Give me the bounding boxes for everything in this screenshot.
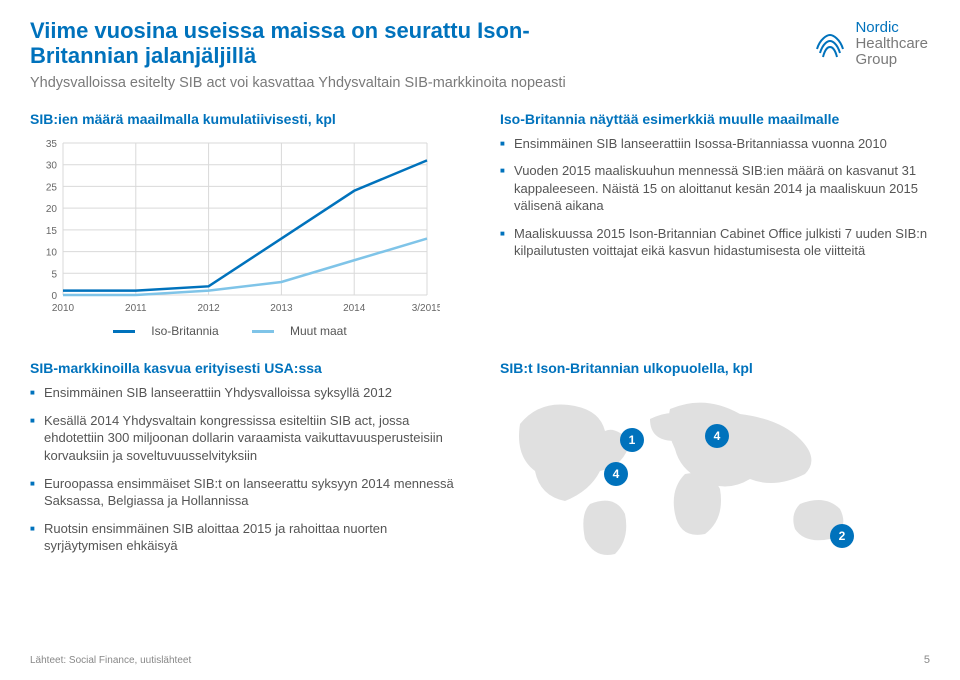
bullet-item: Maaliskuussa 2015 Ison-Britannian Cabine… <box>500 225 930 260</box>
svg-text:3/2015: 3/2015 <box>412 303 440 314</box>
section-left-bottom: SIB-markkinoilla kasvua erityisesti USA:… <box>30 360 460 564</box>
bullet-item: Ruotsin ensimmäinen SIB aloittaa 2015 ja… <box>30 520 460 555</box>
logo-icon <box>813 27 847 61</box>
sources: Lähteet: Social Finance, uutislähteet <box>30 655 191 666</box>
section-right-top: Iso-Britannia näyttää esimerkkiä muulle … <box>500 111 930 339</box>
bullet-item: Euroopassa ensimmäiset SIB:t on lanseera… <box>30 475 460 510</box>
svg-text:2012: 2012 <box>197 303 220 314</box>
svg-text:0: 0 <box>51 291 57 302</box>
line-chart: 0 5 10 15 20 25 30 35 2010 2011 2012 2013 2014 3/2015 <box>30 135 440 315</box>
svg-text:2011: 2011 <box>125 303 147 314</box>
map-heading: SIB:t Ison-Britannian ulkopuolella, kpl <box>500 360 930 376</box>
svg-text:2014: 2014 <box>343 303 366 314</box>
svg-text:2010: 2010 <box>52 303 75 314</box>
bullet-item: Ensimmäinen SIB lanseerattiin Yhdysvallo… <box>30 384 460 402</box>
rt-bullets: Ensimmäinen SIB lanseerattiin Isossa-Bri… <box>500 135 930 260</box>
bullet-item: Vuoden 2015 maaliskuuhun mennessä SIB:ie… <box>500 162 930 215</box>
world-map: 1442 <box>500 384 880 564</box>
svg-text:2013: 2013 <box>270 303 293 314</box>
page-title: Viime vuosina useissa maissa on seurattu… <box>30 18 570 69</box>
svg-text:25: 25 <box>46 182 58 193</box>
rt-heading: Iso-Britannia näyttää esimerkkiä muulle … <box>500 111 930 127</box>
logo-text: Nordic Healthcare Group <box>855 20 928 67</box>
lb-bullets: Ensimmäinen SIB lanseerattiin Yhdysvallo… <box>30 384 460 554</box>
bullet-item: Kesällä 2014 Yhdysvaltain kongressissa e… <box>30 412 460 465</box>
chart-legend: Iso-Britannia Muut maat <box>30 322 440 339</box>
bullet-item: Ensimmäinen SIB lanseerattiin Isossa-Bri… <box>500 135 930 153</box>
svg-text:5: 5 <box>51 269 57 280</box>
svg-text:20: 20 <box>46 204 58 215</box>
lb-heading: SIB-markkinoilla kasvua erityisesti USA:… <box>30 360 460 376</box>
svg-text:35: 35 <box>46 139 58 150</box>
section-chart: SIB:ien määrä maailmalla kumulatiivisest… <box>30 111 460 339</box>
page-subtitle: Yhdysvalloissa esitelty SIB act voi kasv… <box>30 75 650 91</box>
svg-text:30: 30 <box>46 160 58 171</box>
svg-text:15: 15 <box>46 225 58 236</box>
chart-heading: SIB:ien määrä maailmalla kumulatiivisest… <box>30 111 460 127</box>
logo: Nordic Healthcare Group <box>813 20 928 67</box>
page-number: 5 <box>924 654 930 666</box>
svg-text:10: 10 <box>46 247 58 258</box>
section-map: SIB:t Ison-Britannian ulkopuolella, kpl … <box>500 360 930 564</box>
